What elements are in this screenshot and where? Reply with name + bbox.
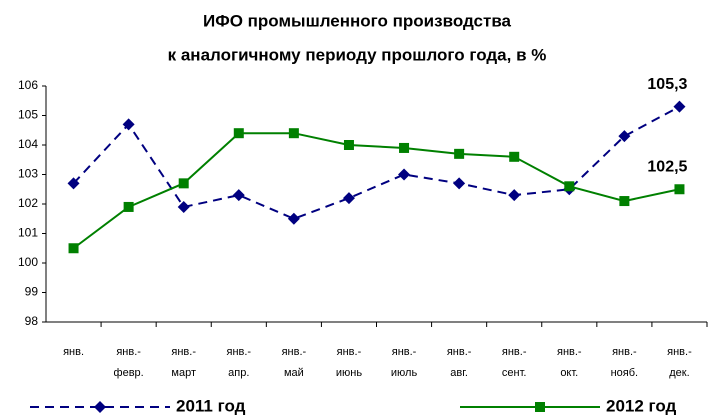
x-tick-label: янв.-май [282, 346, 307, 379]
marker [619, 196, 630, 207]
x-tick-label: янв.-июнь [336, 346, 362, 379]
marker [67, 177, 80, 190]
legend-marker [94, 401, 106, 413]
marker [508, 189, 521, 202]
y-tick-label: 99 [25, 285, 39, 299]
chart-title: к аналогичному периоду прошлого года, в … [168, 45, 547, 64]
x-tick-label: янв.-март [171, 346, 196, 379]
marker [287, 212, 300, 225]
y-tick-label: 104 [18, 137, 38, 151]
marker [509, 151, 520, 162]
marker [68, 243, 79, 254]
y-tick-label: 103 [18, 167, 38, 181]
marker [674, 184, 685, 195]
marker [123, 201, 134, 212]
marker [233, 128, 244, 139]
chart-title: ИФО промышленного производства [203, 11, 512, 30]
marker [122, 118, 135, 131]
x-tick-label: янв.-февр. [114, 346, 144, 379]
x-tick-label: янв. [63, 346, 84, 358]
legend-label: 2012 год [606, 396, 677, 415]
marker [454, 148, 465, 159]
series-line [72, 132, 680, 250]
y-tick-label: 98 [25, 314, 39, 328]
marker [232, 189, 245, 202]
series-line [72, 105, 680, 220]
x-tick-label: янв.-окт. [557, 346, 582, 379]
marker [399, 142, 410, 153]
marker [342, 192, 355, 205]
marker [673, 100, 686, 113]
marker [453, 177, 466, 190]
legend-label: 2011 год [176, 396, 246, 415]
data-label: 105,3 [647, 76, 687, 93]
legend-marker [535, 402, 545, 412]
marker [398, 168, 411, 181]
x-tick-label: янв.-июль [391, 346, 418, 379]
marker [343, 140, 354, 150]
marker [618, 130, 631, 143]
y-tick-label: 101 [18, 226, 38, 240]
data-label: 102,5 [647, 158, 687, 175]
x-tick-label: янв.-сент. [502, 346, 527, 379]
y-tick-label: 102 [18, 196, 38, 210]
marker [177, 200, 190, 213]
marker [178, 178, 189, 189]
y-tick-label: 100 [18, 255, 38, 269]
x-tick-label: янв.-авг. [447, 346, 472, 379]
x-tick-label: янв.-дек. [667, 346, 692, 379]
x-tick-label: янв.-апр. [226, 346, 251, 379]
marker [288, 128, 299, 139]
y-tick-label: 105 [18, 108, 38, 122]
x-tick-label: янв.-нояб. [611, 346, 639, 379]
marker [564, 181, 575, 192]
y-tick-label: 106 [18, 78, 38, 92]
